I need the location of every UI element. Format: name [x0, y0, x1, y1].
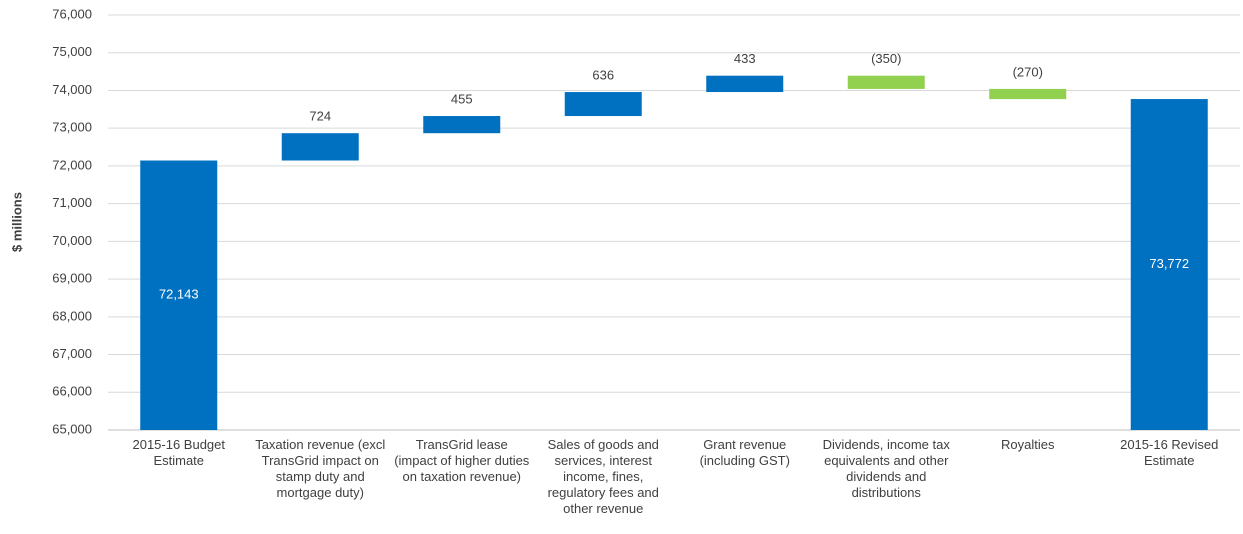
value-label: 724	[309, 109, 331, 124]
y-tick-label: 67,000	[52, 346, 92, 361]
y-tick-label: 73,000	[52, 120, 92, 135]
value-label: 455	[451, 91, 473, 106]
y-tick-label: 66,000	[52, 384, 92, 399]
x-tick-label: 2015-16 Budget Estimate	[132, 437, 226, 468]
x-tick-label: Taxation revenue (excl TransGrid impact …	[255, 437, 386, 500]
bar	[423, 116, 501, 134]
bar	[140, 160, 218, 430]
y-tick-label: 65,000	[52, 421, 92, 436]
value-label: (270)	[1013, 64, 1043, 79]
bar	[706, 75, 784, 93]
y-tick-label: 68,000	[52, 308, 92, 323]
value-label: 636	[592, 67, 614, 82]
bar	[1130, 99, 1208, 430]
bar	[847, 75, 925, 89]
y-tick-label: 76,000	[52, 6, 92, 21]
value-label: (350)	[871, 51, 901, 66]
bar	[989, 88, 1067, 100]
x-tick-label: Royalties	[1001, 437, 1055, 452]
value-label: 73,772	[1149, 256, 1189, 271]
y-tick-label: 70,000	[52, 233, 92, 248]
x-tick-label: Sales of goods and services, interest in…	[547, 437, 659, 516]
y-tick-label: 75,000	[52, 44, 92, 59]
y-tick-label: 72,000	[52, 157, 92, 172]
x-tick-label: 2015-16 Revised Estimate	[1120, 437, 1219, 468]
x-tick-label: Dividends, income tax equivalents and ot…	[822, 437, 950, 500]
y-tick-label: 71,000	[52, 195, 92, 210]
bar	[281, 133, 359, 161]
value-label: 72,143	[159, 287, 199, 302]
value-label: 433	[734, 51, 756, 66]
y-tick-label: 74,000	[52, 82, 92, 97]
y-axis-label: $ millions	[9, 192, 24, 252]
x-tick-label: TransGrid lease (impact of higher duties…	[394, 437, 530, 484]
x-tick-label: Grant revenue (including GST)	[699, 437, 790, 468]
y-tick-label: 69,000	[52, 271, 92, 286]
bar	[564, 92, 642, 117]
